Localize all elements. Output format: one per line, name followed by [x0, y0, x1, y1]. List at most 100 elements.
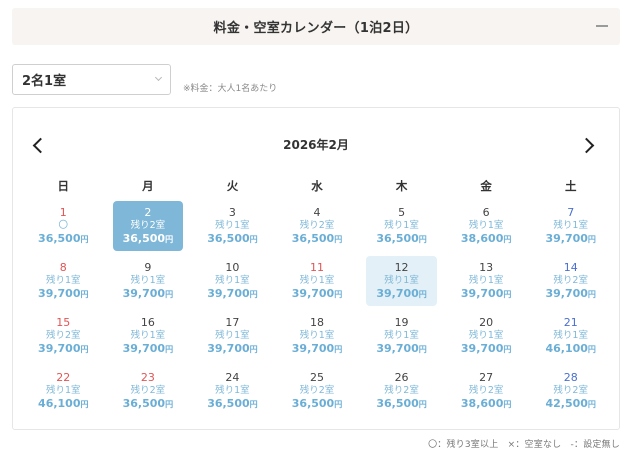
day-number: 24	[225, 371, 240, 385]
currency-unit: 円	[587, 344, 596, 354]
currency-unit: 円	[249, 399, 258, 409]
price-amount: 38,600	[460, 396, 504, 410]
day-cell[interactable]: 15 残り2室 39,700円	[28, 311, 99, 361]
day-cell[interactable]: 17 残り1室 39,700円	[197, 311, 268, 361]
currency-unit: 円	[418, 289, 427, 299]
day-number: 18	[309, 316, 324, 330]
day-number: 5	[398, 206, 406, 220]
day-price: 36,500円	[376, 397, 426, 411]
day-cell[interactable]: 5 残り1室 36,500円	[366, 201, 437, 251]
day-number: 8	[59, 261, 67, 275]
price-amount: 39,700	[376, 341, 419, 355]
day-cell[interactable]: 14 残り2室 39,700円	[535, 256, 606, 306]
day-cell[interactable]: 22 残り1室 46,100円	[28, 366, 99, 416]
day-cell[interactable]: 2 残り2室 36,500円	[112, 201, 184, 251]
day-cell[interactable]: 25 残り2室 36,500円	[282, 366, 353, 416]
price-amount: 36,500	[122, 231, 166, 245]
day-cell[interactable]: 26 残り2室 36,500円	[366, 366, 437, 416]
availability-status: 残り1室	[130, 275, 166, 287]
availability-status: 残り1室	[215, 330, 250, 342]
currency-unit: 円	[249, 289, 258, 299]
availability-status: 残り1室	[130, 330, 166, 342]
room-count-select[interactable]: 2名1室	[12, 64, 171, 95]
day-number: 19	[394, 316, 409, 330]
day-number: 20	[479, 316, 494, 330]
day-cell[interactable]: 4 残り2室 36,500円	[282, 201, 353, 251]
day-cell[interactable]: 13 残り1室 39,700円	[451, 256, 522, 306]
day-price: 39,700円	[376, 342, 426, 356]
price-amount: 39,700	[291, 341, 335, 355]
day-price: 39,700円	[123, 342, 173, 356]
day-cell[interactable]: 18 残り1室 39,700円	[282, 311, 353, 361]
day-cell[interactable]: 27 残り2室 38,600円	[451, 366, 522, 416]
day-number: 26	[394, 371, 409, 385]
day-number: 3	[228, 206, 236, 220]
day-price: 36,500円	[123, 232, 173, 246]
price-amount: 39,700	[38, 286, 81, 300]
day-cell[interactable]: 16 残り1室 39,700円	[113, 311, 184, 361]
availability-status: 残り1室	[215, 275, 250, 287]
day-cell[interactable]: 12 残り1室 39,700円	[366, 256, 437, 306]
room-select-value: 2名1室	[22, 74, 67, 89]
day-cell[interactable]: 8 残り1室 39,700円	[28, 256, 99, 306]
price-amount: 39,700	[460, 286, 504, 300]
day-cell[interactable]: 28 残り2室 42,500円	[535, 366, 606, 416]
weekday-mon: 月	[142, 179, 154, 193]
price-amount: 39,700	[38, 341, 81, 355]
day-price: 39,700円	[38, 342, 88, 356]
availability-status: 残り1室	[553, 330, 588, 342]
day-number: 9	[144, 261, 152, 275]
availability-status: 残り2室	[553, 385, 588, 397]
day-number: 11	[309, 261, 324, 275]
price-amount: 46,100	[545, 341, 588, 355]
weekday-wed: 水	[311, 179, 323, 193]
availability-legend: 〇：残り3室以上 ×：空室なし -：設定無し	[428, 440, 620, 450]
day-price: 39,700円	[545, 232, 595, 246]
day-cell[interactable]: 9 残り1室 39,700円	[113, 256, 184, 306]
price-amount: 39,700	[207, 341, 250, 355]
currency-unit: 円	[418, 234, 427, 244]
day-cell[interactable]: 20 残り1室 39,700円	[451, 311, 522, 361]
availability-status: 残り1室	[299, 275, 335, 287]
minus-icon[interactable]	[596, 25, 608, 27]
day-cell[interactable]: 19 残り1室 39,700円	[366, 311, 437, 361]
availability-status: 残り2室	[299, 220, 335, 232]
day-price: 39,700円	[461, 287, 511, 301]
currency-unit: 円	[503, 399, 512, 409]
currency-unit: 円	[80, 234, 89, 244]
price-amount: 39,700	[122, 286, 166, 300]
day-price: 46,100円	[38, 397, 88, 411]
day-number: 14	[563, 261, 578, 275]
day-cell[interactable]: 24 残り1室 36,500円	[197, 366, 268, 416]
day-number: 12	[394, 261, 409, 275]
day-number: 16	[140, 316, 155, 330]
weekday-sat: 土	[565, 179, 577, 193]
chevron-right-icon[interactable]	[579, 135, 599, 155]
currency-unit: 円	[80, 344, 89, 354]
availability-status: 残り1室	[384, 220, 419, 232]
day-number: 23	[140, 371, 155, 385]
day-cell[interactable]: 10 残り1室 39,700円	[197, 256, 268, 306]
day-price: 39,700円	[38, 287, 88, 301]
availability-calendar: 2026年2月 日 月 火 水 木 金 土 1 〇 36,500円 2 残り2室 36,5…	[12, 107, 620, 430]
currency-unit: 円	[80, 399, 89, 409]
day-price: 38,600円	[461, 397, 511, 411]
day-number: 2	[144, 206, 152, 220]
day-price: 39,700円	[292, 287, 342, 301]
day-price: 39,700円	[207, 287, 257, 301]
day-cell[interactable]: 7 残り1室 39,700円	[535, 201, 606, 251]
day-cell[interactable]: 1 〇 36,500円	[28, 201, 99, 251]
day-cell[interactable]: 23 残り2室 36,500円	[113, 366, 184, 416]
day-cell[interactable]: 6 残り1室 38,600円	[451, 201, 522, 251]
currency-unit: 円	[503, 289, 512, 299]
day-cell[interactable]: 11 残り1室 39,700円	[282, 256, 353, 306]
day-cell[interactable]: 21 残り1室 46,100円	[535, 311, 606, 361]
price-amount: 36,500	[38, 231, 81, 245]
currency-unit: 円	[334, 289, 343, 299]
day-number: 15	[56, 316, 71, 330]
currency-unit: 円	[165, 399, 174, 409]
calendar-accordion-header[interactable]: 料金・空室カレンダー（1泊2日）	[12, 8, 620, 45]
currency-unit: 円	[165, 234, 174, 244]
price-amount: 39,700	[122, 341, 166, 355]
day-cell[interactable]: 3 残り1室 36,500円	[197, 201, 268, 251]
